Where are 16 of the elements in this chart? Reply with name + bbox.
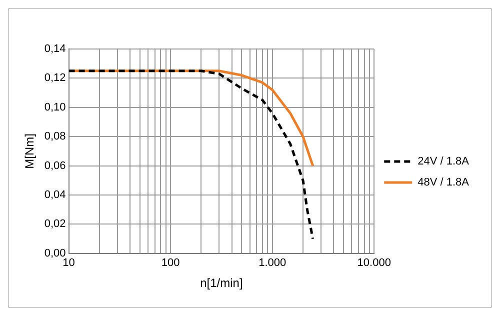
y-tick-label: 0,06 xyxy=(44,160,66,172)
x-axis-title: n[1/min] xyxy=(200,276,243,290)
y-tick-label: 0,14 xyxy=(44,43,66,56)
y-tick-label: 0,10 xyxy=(44,101,66,114)
legend-label: 24V / 1.8A xyxy=(418,156,470,168)
x-tick-label: 10 xyxy=(62,257,75,270)
y-tick-label: 0,12 xyxy=(44,72,66,84)
y-tick-label: 0,04 xyxy=(44,189,66,202)
y-tick-label: 0,02 xyxy=(44,218,66,230)
x-tick-label: 100 xyxy=(161,257,180,270)
legend-label: 48V / 1.8A xyxy=(418,176,470,189)
x-tick-label: 1.000 xyxy=(258,257,286,270)
x-tick-label: 10.000 xyxy=(357,257,391,270)
y-tick-label: 0,08 xyxy=(44,130,66,143)
y-axis-title: M[Nm] xyxy=(22,134,37,169)
y-tick-label: 0,00 xyxy=(44,247,66,260)
